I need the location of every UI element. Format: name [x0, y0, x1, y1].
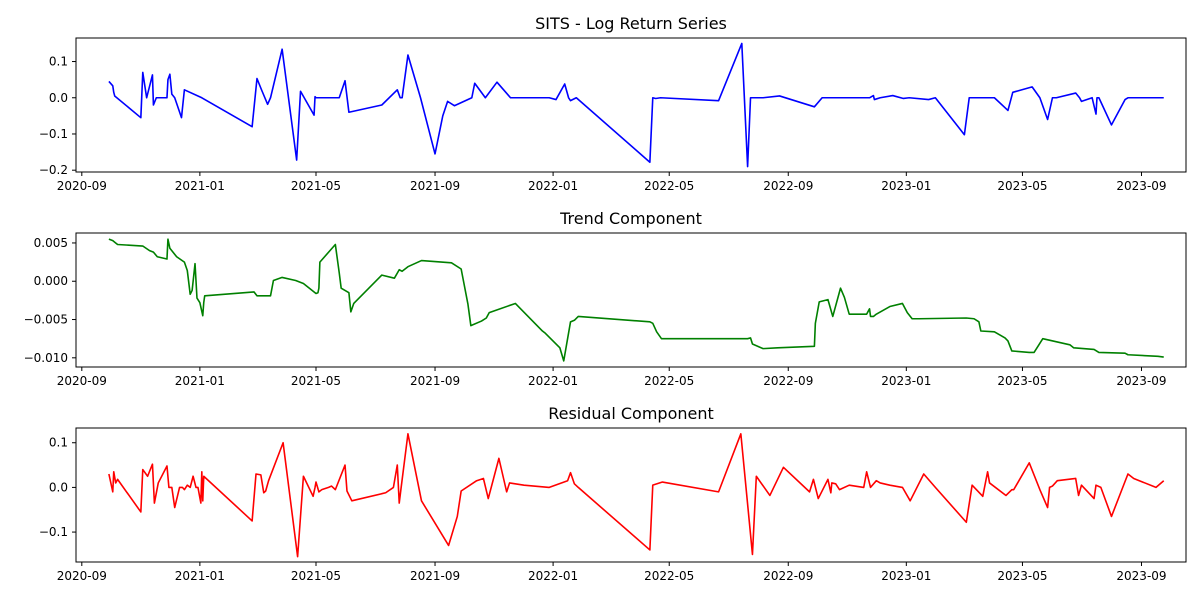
x-tick-label: 2021-05	[291, 569, 341, 583]
axes-frame-residual	[75, 427, 1187, 563]
x-tick-label: 2021-05	[291, 179, 341, 193]
x-tick-label: 2022-01	[528, 179, 578, 193]
y-tick-label: −0.010	[24, 351, 68, 365]
subplot-residual: Residual Component 2020-09 2021-01 2021-05…	[39, 404, 1187, 583]
x-tick-label: 2022-05	[644, 179, 694, 193]
y-tick-label: −0.1	[39, 525, 68, 539]
y-tick-label: 0.1	[49, 436, 68, 450]
x-tick-label: 2021-01	[175, 569, 225, 583]
x-tick-label: 2022-01	[528, 374, 578, 388]
y-tick-label: 0.000	[34, 274, 68, 288]
y-tick-label: 0.0	[49, 91, 68, 105]
x-tick-label: 2022-09	[763, 179, 813, 193]
x-tick-label: 2021-09	[410, 179, 460, 193]
y-tick-label: 0.1	[49, 55, 68, 69]
x-tick-label: 2020-09	[57, 569, 107, 583]
x-tick-label: 2021-05	[291, 374, 341, 388]
title-trend: Trend Component	[559, 209, 702, 228]
axes-frame-trend	[75, 232, 1187, 368]
x-tick-label: 2021-09	[410, 569, 460, 583]
x-tick-label: 2022-01	[528, 569, 578, 583]
x-tick-label: 2023-01	[881, 374, 931, 388]
x-tick-label: 2023-01	[881, 179, 931, 193]
title-residual: Residual Component	[548, 404, 714, 423]
x-tick-label: 2023-05	[997, 569, 1047, 583]
x-tick-label: 2023-05	[997, 374, 1047, 388]
series-line-log-return	[108, 42, 1164, 168]
subplot-log-return: SITS - Log Return Series 2020-09 2021-01 2…	[39, 14, 1187, 193]
y-tick-label: −0.1	[39, 127, 68, 141]
x-tick-label: 2023-01	[881, 569, 931, 583]
x-tick-label: 2022-05	[644, 569, 694, 583]
y-tick-label: 0.005	[34, 236, 68, 250]
x-tick-label: 2023-09	[1116, 569, 1166, 583]
title-log-return: SITS - Log Return Series	[535, 14, 727, 33]
y-tick-label: −0.005	[24, 313, 68, 327]
y-tick-label: 0.0	[49, 480, 68, 494]
series-line-residual	[108, 433, 1165, 558]
x-tick-label: 2022-09	[763, 374, 813, 388]
x-tick-label: 2023-09	[1116, 179, 1166, 193]
axes-frame-log-return	[75, 37, 1187, 173]
series-line-trend	[108, 238, 1164, 362]
x-tick-label: 2021-09	[410, 374, 460, 388]
x-tick-label: 2020-09	[57, 179, 107, 193]
x-tick-label: 2023-09	[1116, 374, 1166, 388]
x-tick-label: 2022-09	[763, 569, 813, 583]
subplot-trend: Trend Component 2020-09 2021-01 2021-05 202…	[24, 209, 1187, 388]
x-tick-label: 2022-05	[644, 374, 694, 388]
x-tick-label: 2020-09	[57, 374, 107, 388]
x-tick-label: 2023-05	[997, 179, 1047, 193]
x-tick-label: 2021-01	[175, 374, 225, 388]
y-tick-label: −0.2	[39, 163, 68, 177]
x-tick-label: 2021-01	[175, 179, 225, 193]
